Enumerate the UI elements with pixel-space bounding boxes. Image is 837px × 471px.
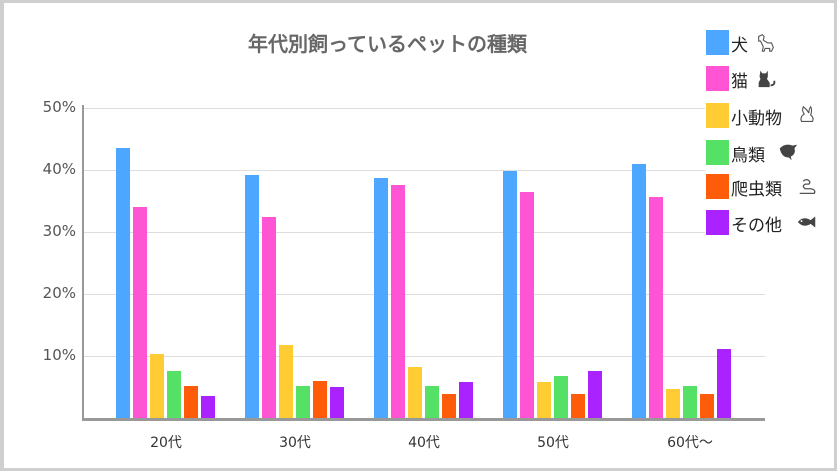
legend-swatch (706, 30, 729, 55)
legend-swatch (706, 210, 729, 235)
y-tick-label: 20% (42, 284, 76, 302)
legend-label: 小動物 (731, 109, 782, 129)
bar[interactable] (588, 370, 602, 418)
fish-icon (796, 210, 818, 234)
bar[interactable] (391, 184, 405, 418)
x-tick-label: 50代 (537, 435, 569, 451)
bar[interactable] (700, 393, 714, 418)
bar[interactable] (201, 396, 215, 418)
legend-label: その他 (731, 216, 782, 236)
gridline (84, 170, 705, 171)
y-tick-label: 30% (42, 222, 76, 240)
bar[interactable] (374, 178, 388, 418)
x-tick-label: 60代～ (667, 435, 713, 451)
bar[interactable] (442, 393, 456, 418)
bar[interactable] (459, 382, 473, 418)
x-tick-label: 30代 (279, 435, 311, 451)
bar[interactable] (520, 191, 534, 418)
gridline (84, 108, 705, 109)
gridline (84, 356, 765, 357)
y-axis (82, 105, 84, 421)
bar[interactable] (503, 171, 517, 418)
legend-label: 犬 (731, 36, 748, 56)
dog-icon (755, 30, 777, 54)
bar[interactable] (571, 393, 585, 418)
bar[interactable] (313, 380, 327, 418)
x-axis (82, 418, 765, 421)
bar[interactable] (296, 385, 310, 418)
legend-label: 鳥類 (731, 146, 765, 166)
bar[interactable] (408, 367, 422, 418)
bar[interactable] (245, 174, 259, 418)
snake-icon (796, 174, 818, 198)
cat-icon (755, 66, 777, 90)
legend-swatch (706, 66, 729, 91)
bar[interactable] (632, 163, 646, 418)
x-tick-label: 40代 (408, 435, 440, 451)
bar[interactable] (116, 148, 130, 418)
chart-title: 年代別飼っているペットの種類 (248, 32, 527, 56)
y-tick-label: 40% (42, 160, 76, 178)
x-tick-label: 20代 (150, 435, 182, 451)
rabbit-icon (796, 103, 818, 127)
bar[interactable] (537, 382, 551, 418)
bar[interactable] (167, 370, 181, 418)
bar[interactable] (150, 354, 164, 418)
bar[interactable] (262, 217, 276, 418)
bar[interactable] (554, 375, 568, 418)
bar[interactable] (717, 349, 731, 418)
y-tick-label: 10% (42, 346, 76, 364)
bar[interactable] (133, 207, 147, 418)
legend-label: 爬虫類 (731, 180, 782, 200)
bird-icon (777, 140, 799, 164)
bar[interactable] (425, 385, 439, 418)
bar[interactable] (279, 344, 293, 418)
y-tick-label: 50% (42, 98, 76, 116)
legend-swatch (706, 174, 729, 199)
legend-swatch (706, 140, 729, 165)
bar[interactable] (666, 388, 680, 418)
bar[interactable] (683, 385, 697, 418)
bar[interactable] (649, 197, 663, 418)
legend-swatch (706, 103, 729, 128)
gridline (84, 294, 765, 295)
bar[interactable] (330, 387, 344, 418)
bar[interactable] (184, 386, 198, 418)
legend-label: 猫 (731, 72, 748, 92)
